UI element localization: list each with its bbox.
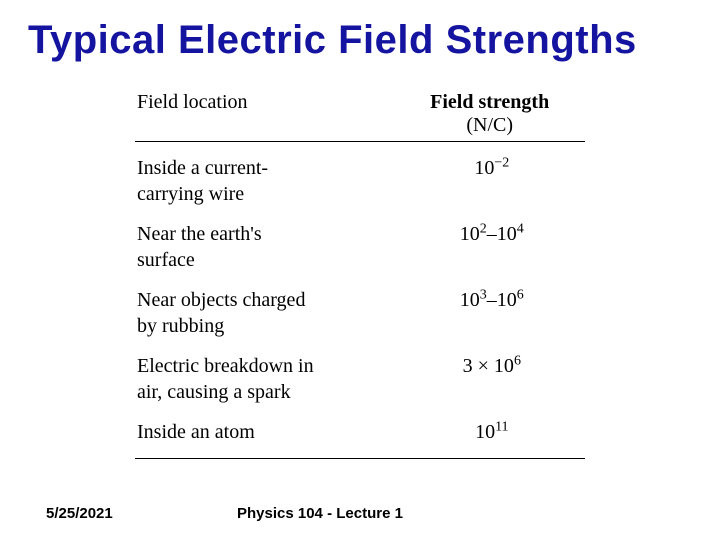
footer-lecture: Physics 104 - Lecture 1 (237, 505, 403, 522)
row-location: Near objects chargedby rubbing (135, 287, 399, 339)
row-location: Inside an atom (135, 419, 399, 445)
column-header-strength: Field strength (N/C) (394, 91, 585, 137)
row-location: Electric breakdown inair, causing a spar… (135, 353, 399, 405)
column-header-location: Field location (135, 91, 394, 137)
table-row: Electric breakdown inair, causing a spar… (135, 346, 585, 412)
footer-date: 5/25/2021 (0, 505, 113, 522)
row-location: Inside a current-carrying wire (135, 155, 399, 207)
strength-header-unit: (N/C) (394, 114, 585, 137)
row-strength: 1011 (399, 419, 585, 444)
field-strength-table: Field location Field strength (N/C) Insi… (135, 91, 585, 459)
table-row: Inside an atom 1011 (135, 412, 585, 452)
table-body: Inside a current-carrying wire 10−2 Near… (135, 142, 585, 452)
strength-header-label: Field strength (394, 91, 585, 114)
table-row: Near objects chargedby rubbing 103–106 (135, 280, 585, 346)
row-strength: 102–104 (399, 221, 585, 246)
row-strength: 10−2 (399, 155, 585, 180)
slide-title: Typical Electric Field Strengths (0, 0, 720, 63)
table-row: Inside a current-carrying wire 10−2 (135, 148, 585, 214)
table-row: Near the earth'ssurface 102–104 (135, 214, 585, 280)
row-strength: 103–106 (399, 287, 585, 312)
row-location: Near the earth'ssurface (135, 221, 399, 273)
slide-footer: 5/25/2021 Physics 104 - Lecture 1 (0, 505, 720, 522)
table-header-row: Field location Field strength (N/C) (135, 91, 585, 142)
table-bottom-rule (135, 458, 585, 459)
row-strength: 3 × 106 (399, 353, 585, 378)
